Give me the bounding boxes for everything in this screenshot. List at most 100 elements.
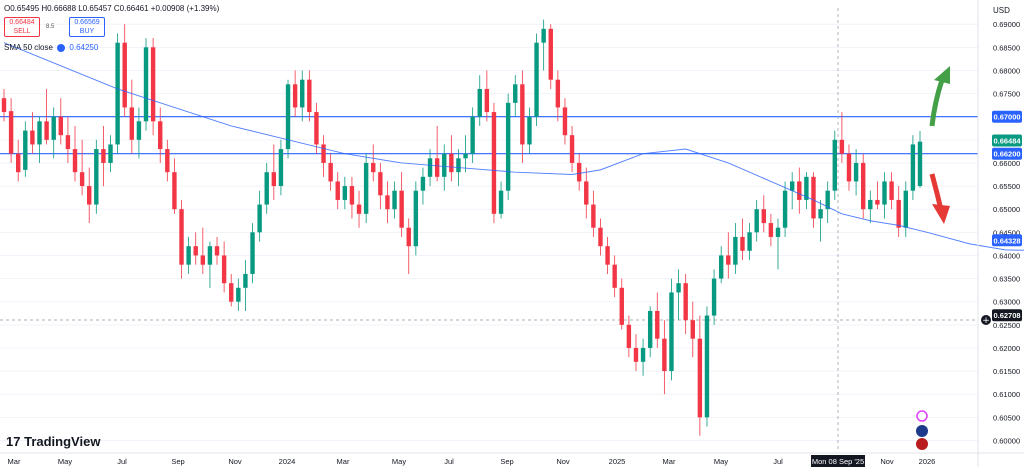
price-label-sma: 0.64328 (992, 234, 1022, 247)
candle (150, 38, 156, 136)
candle (718, 246, 724, 284)
candle (136, 107, 142, 159)
y-tick-label: 0.62000 (993, 344, 1020, 353)
candle-body (640, 347, 646, 362)
candle (406, 218, 411, 274)
price-axis[interactable]: 0.690000.685000.680000.675000.670000.665… (993, 20, 1020, 445)
candle-body (65, 135, 71, 150)
candle-body (172, 172, 177, 210)
candle-body (420, 176, 426, 191)
candle (548, 24, 553, 89)
candle (236, 278, 241, 311)
x-tick-label: Sep (500, 457, 513, 466)
eye-icon[interactable] (57, 43, 66, 52)
candle-body (392, 190, 397, 210)
candle-body (385, 195, 390, 210)
candle (229, 273, 234, 307)
tradingview-logo: 17 TradingView (6, 434, 100, 449)
price-axis-labels: 0.67000 0.66200 0.66484 0.64328 0.62708 (992, 110, 1022, 322)
time-axis[interactable]: Mar May Jul Sep Nov 2024 Mar May Jul Sep Nov 2025 Ma… (8, 457, 936, 466)
candle (711, 269, 717, 325)
candle-body (136, 121, 142, 140)
candle (72, 125, 78, 182)
candle (129, 79, 135, 154)
candle-body (811, 176, 816, 219)
x-tick-label: Jul (444, 457, 454, 466)
candle-body (910, 144, 916, 191)
candle (520, 70, 525, 163)
flag-au-icon[interactable] (916, 425, 928, 437)
candle-body (250, 232, 255, 274)
x-tick-label: May (392, 457, 406, 466)
candle (221, 241, 227, 293)
candle (214, 236, 220, 265)
candle (839, 112, 845, 163)
candle-body (534, 42, 539, 117)
candle-body (612, 264, 617, 288)
candle (264, 162, 269, 214)
x-tick-label: Nov (228, 457, 242, 466)
buy-button[interactable]: 0.66569 BUY (69, 17, 105, 37)
currency-label[interactable]: USD (993, 6, 1010, 15)
candle (442, 144, 447, 191)
candle-body (605, 246, 610, 265)
y-tick-label: 0.62500 (993, 321, 1020, 330)
candle-body (150, 47, 156, 122)
candle (186, 236, 191, 274)
candle-body (548, 28, 553, 80)
candle-body (797, 181, 802, 200)
sell-button[interactable]: 0.66484 SELL (4, 17, 40, 37)
candle-body (484, 88, 490, 113)
lightning-icon[interactable] (916, 410, 928, 422)
candle (477, 75, 482, 126)
crosshair-plus-icon[interactable]: + (981, 315, 991, 326)
y-tick-label: 0.64500 (993, 228, 1020, 237)
candle (115, 33, 120, 154)
candle-body (711, 278, 717, 316)
down-arrow-annotation (929, 173, 950, 224)
horizontal-levels[interactable] (0, 116, 978, 155)
y-tick-label: 0.67500 (993, 90, 1020, 99)
sma-legend[interactable]: SMA 50 close 0.64250 (4, 43, 98, 52)
candle (1, 88, 7, 122)
candle (584, 167, 589, 219)
candle (250, 223, 255, 284)
candle-body (513, 84, 518, 103)
y-tick-label: 0.64000 (993, 251, 1020, 260)
candle (300, 70, 305, 122)
candle (392, 181, 397, 219)
y-tick-label: 0.65500 (993, 182, 1020, 191)
price-label-text: 0.64328 (993, 236, 1020, 245)
candle-body (491, 112, 497, 214)
event-icons[interactable] (916, 410, 928, 450)
candle-body (655, 310, 660, 339)
candle (94, 139, 99, 214)
candle (470, 107, 475, 163)
flag-us-icon[interactable] (916, 438, 928, 450)
candle (619, 278, 624, 330)
x-tick-label: 2024 (279, 457, 296, 466)
price-label-text: 0.66484 (993, 137, 1021, 146)
candle (655, 292, 660, 348)
candle (555, 70, 561, 122)
candle-body (129, 107, 135, 140)
y-tick-label: 0.68500 (993, 43, 1020, 52)
candle-body (619, 287, 624, 325)
candle-body (704, 315, 710, 418)
ohlc-readout: O0.65495 H0.66688 L0.65457 C0.66461 +0.0… (4, 4, 219, 13)
candle-body (789, 181, 795, 191)
candle (16, 139, 21, 182)
candle-body (584, 181, 589, 205)
candle-body (825, 190, 830, 210)
candle-body (463, 153, 468, 159)
candle-body (16, 153, 21, 173)
candle-body (406, 227, 411, 247)
candle (626, 315, 632, 358)
candle (768, 213, 774, 247)
candle (30, 112, 35, 154)
candle (278, 139, 284, 196)
candle (399, 172, 404, 237)
price-label-bg (992, 309, 1022, 322)
candle-body (768, 223, 774, 237)
